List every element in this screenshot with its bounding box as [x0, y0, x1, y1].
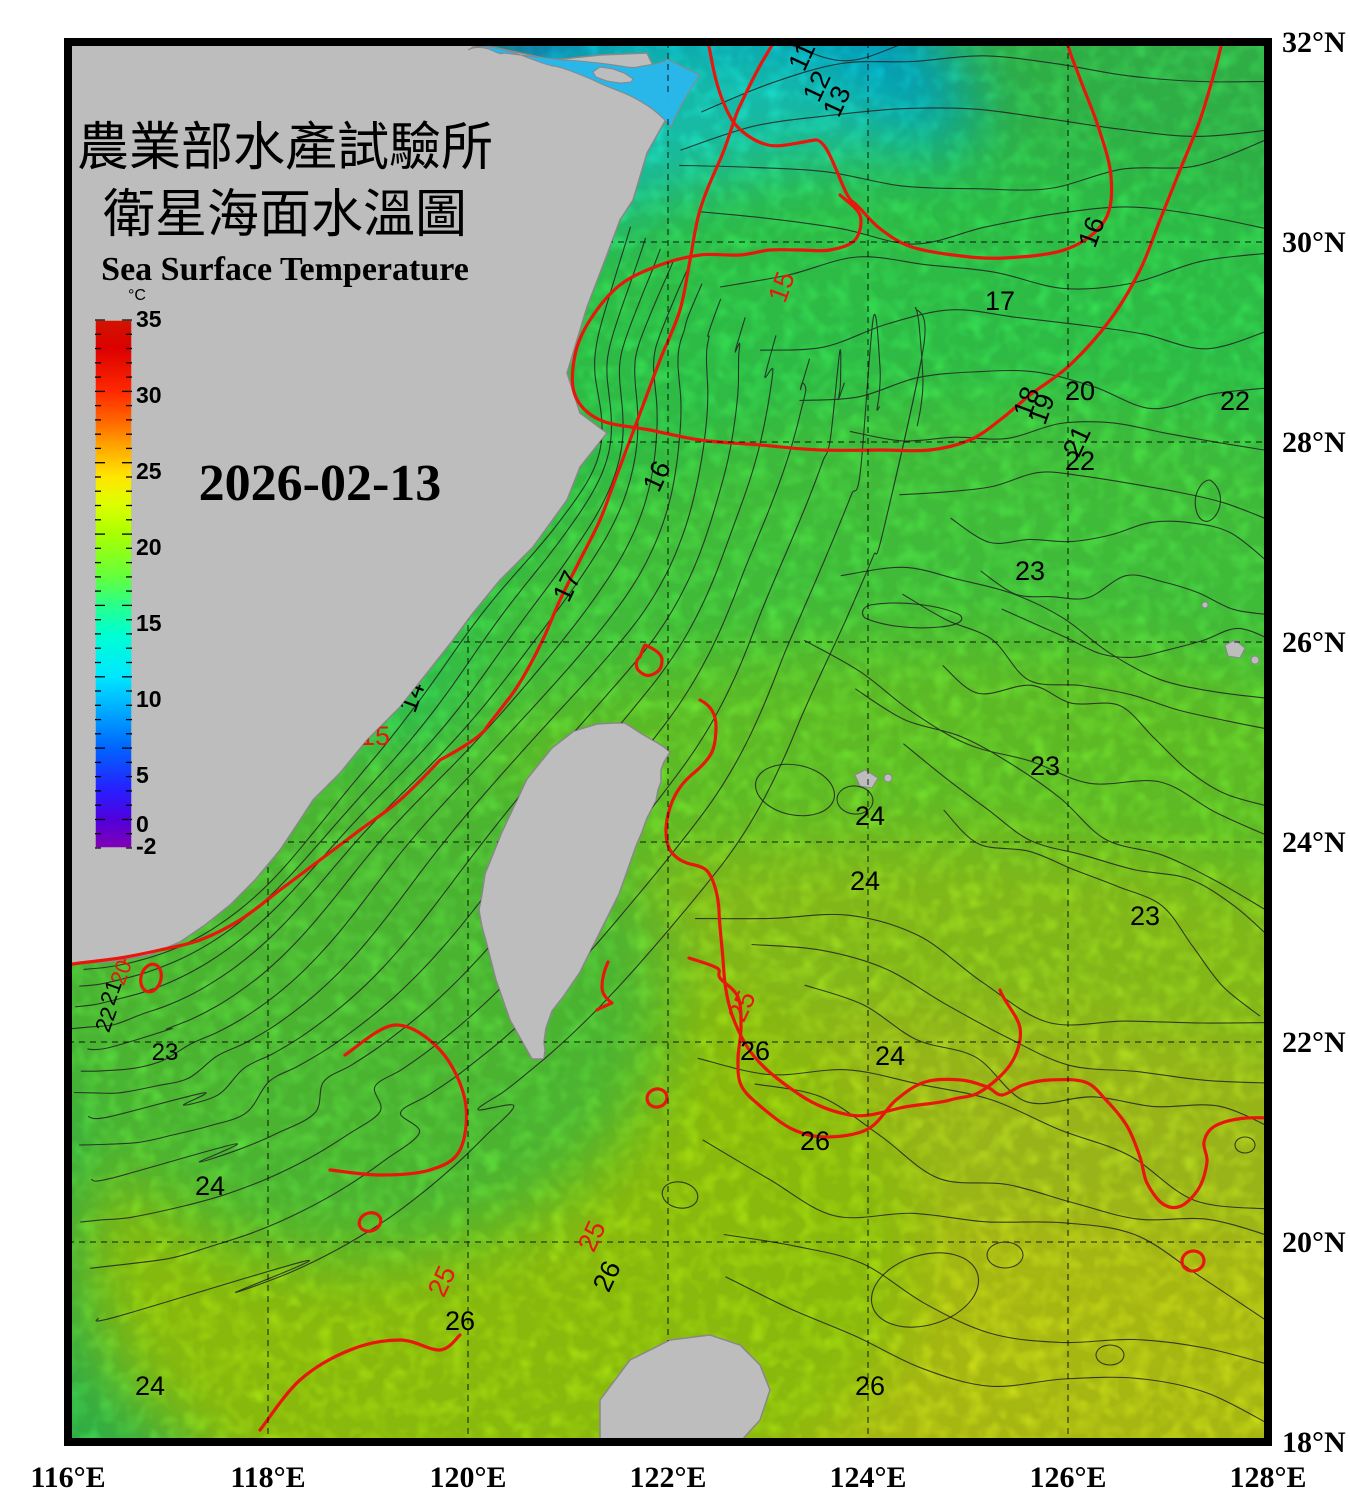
svg-text:15: 15 [360, 721, 390, 751]
svg-text:農業部水產試驗所: 農業部水產試驗所 [77, 120, 493, 177]
svg-text:32°N: 32°N [1282, 26, 1346, 59]
svg-text:120°E: 120°E [429, 1461, 506, 1494]
svg-text:26: 26 [800, 1126, 830, 1156]
svg-text:24: 24 [195, 1171, 225, 1201]
svg-text:26: 26 [855, 1371, 885, 1401]
svg-text:24°N: 24°N [1282, 826, 1346, 859]
svg-text:24: 24 [850, 866, 880, 896]
svg-text:2026-02-13: 2026-02-13 [199, 455, 442, 512]
svg-text:35: 35 [136, 306, 162, 332]
svg-text:°C: °C [128, 287, 146, 304]
svg-text:22: 22 [1220, 386, 1250, 416]
svg-text:24: 24 [875, 1041, 905, 1071]
svg-text:26: 26 [445, 1306, 475, 1336]
svg-text:116°E: 116°E [30, 1461, 105, 1494]
svg-text:25: 25 [136, 458, 162, 484]
svg-text:20: 20 [1065, 376, 1095, 406]
svg-text:23: 23 [1030, 751, 1060, 781]
svg-text:22: 22 [1065, 446, 1095, 476]
svg-text:23: 23 [1130, 901, 1160, 931]
svg-text:-2: -2 [136, 833, 156, 859]
svg-text:17: 17 [985, 286, 1015, 316]
svg-text:28°N: 28°N [1282, 426, 1346, 459]
svg-text:30°N: 30°N [1282, 226, 1346, 259]
svg-text:Sea Surface Temperature: Sea Surface Temperature [101, 251, 469, 288]
svg-text:24: 24 [855, 801, 885, 831]
svg-text:26: 26 [740, 1036, 770, 1066]
svg-text:衛星海面水溫圖: 衛星海面水溫圖 [103, 187, 467, 244]
svg-text:20: 20 [136, 534, 162, 560]
svg-text:22°N: 22°N [1282, 1026, 1346, 1059]
svg-text:23: 23 [1015, 556, 1045, 586]
svg-text:20°N: 20°N [1282, 1226, 1346, 1259]
svg-text:26°N: 26°N [1282, 626, 1346, 659]
svg-text:10: 10 [136, 686, 162, 712]
svg-text:23: 23 [152, 1039, 179, 1066]
svg-text:118°E: 118°E [230, 1461, 305, 1494]
svg-text:5: 5 [136, 762, 149, 788]
svg-text:126°E: 126°E [1029, 1461, 1106, 1494]
svg-text:15: 15 [136, 610, 162, 636]
svg-text:18°N: 18°N [1282, 1426, 1346, 1459]
svg-text:30: 30 [136, 382, 162, 408]
svg-text:122°E: 122°E [629, 1461, 706, 1494]
svg-text:128°E: 128°E [1229, 1461, 1306, 1494]
svg-text:124°E: 124°E [829, 1461, 906, 1494]
svg-text:24: 24 [135, 1371, 165, 1401]
